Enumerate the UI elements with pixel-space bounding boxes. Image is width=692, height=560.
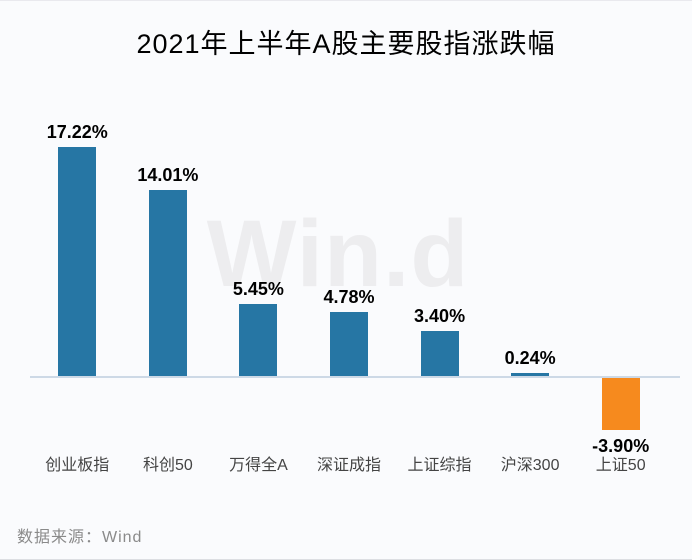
value-label: -3.90% <box>592 436 650 456</box>
category-label: 科创50 <box>142 457 193 474</box>
chart-column: 14.01% 科创50 <box>123 1 214 559</box>
value-label: 4.78% <box>323 287 375 307</box>
x-axis-line <box>30 376 680 378</box>
category-label: 沪深300 <box>500 457 560 474</box>
chart-column: 17.22% 创业板指 <box>32 1 123 559</box>
chart-column: 3.40% 上证综指 <box>394 1 485 559</box>
positive-bar <box>58 147 97 376</box>
positive-bar <box>511 373 550 376</box>
negative-bar <box>601 378 640 430</box>
value-label: 5.45% <box>232 279 284 299</box>
positive-bar <box>329 312 368 376</box>
chart-column: 5.45% 万得全A <box>213 1 304 559</box>
plot-area: 17.22% 创业板指 14.01% 科创50 5.45% 万得全A 4.78% 深证成指 3.… <box>32 1 666 559</box>
positive-bar <box>420 331 459 376</box>
chart-column: 0.24% 沪深300 <box>485 1 576 559</box>
category-label: 上证综指 <box>407 457 472 474</box>
chart-column: 4.78% 深证成指 <box>304 1 395 559</box>
data-source-label: 数据来源：Wind <box>17 529 143 546</box>
category-label: 创业板指 <box>45 457 110 474</box>
category-label: 上证50 <box>595 457 646 474</box>
category-label: 万得全A <box>229 457 288 474</box>
value-label: 14.01% <box>137 165 199 185</box>
value-label: 17.22% <box>46 122 108 142</box>
value-label: 0.24% <box>504 348 556 368</box>
category-label: 深证成指 <box>316 457 381 474</box>
value-label: 3.40% <box>414 306 466 326</box>
positive-bar <box>148 190 187 376</box>
chart-column: -3.90% 上证50 <box>575 1 666 559</box>
positive-bar <box>239 304 278 376</box>
chart-title: 2021年上半年A股主要股指涨跌幅 <box>136 29 556 59</box>
wind-watermark: Win.d <box>206 201 470 307</box>
